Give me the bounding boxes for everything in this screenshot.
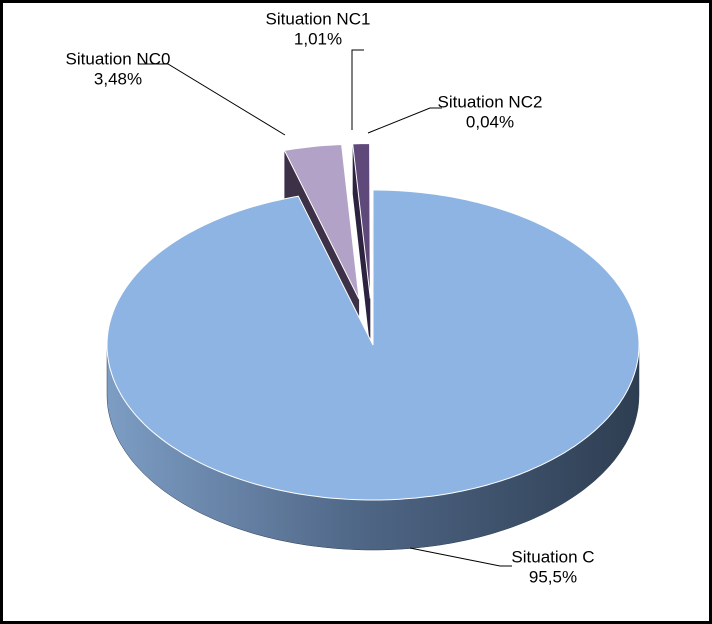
slice-value-label: 0,04% (466, 112, 514, 131)
slice-value-label: 1,01% (294, 29, 342, 48)
pie-slice (371, 143, 374, 299)
leader-line (138, 63, 286, 136)
slice-value-label: 3,48% (94, 69, 142, 88)
slice-label: Situation C (511, 547, 594, 566)
slice-label: Situation NC1 (266, 9, 371, 28)
leader-line (367, 107, 442, 134)
leader-line (351, 49, 364, 130)
slice-label: Situation NC0 (66, 49, 171, 68)
slice-value-label: 95,5% (529, 567, 577, 586)
pie-slice (352, 142, 371, 299)
pie-slice (283, 143, 360, 300)
pie-slice (106, 189, 640, 501)
slice-label: Situation NC2 (438, 92, 543, 111)
slice-wall (352, 143, 371, 349)
leader-line (409, 547, 512, 567)
